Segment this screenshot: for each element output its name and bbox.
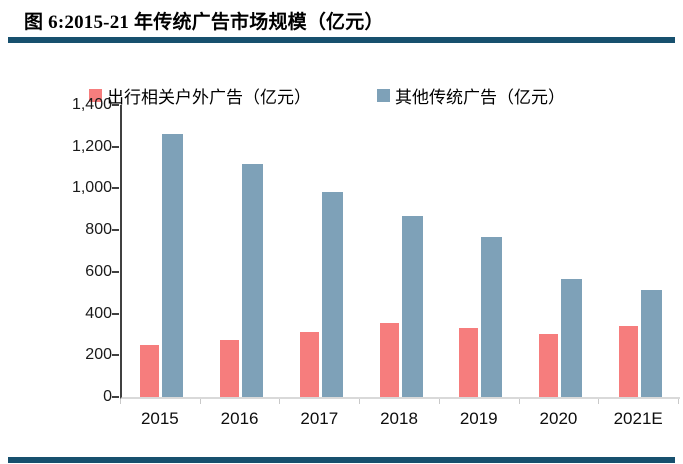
legend-item-travel-outdoor-ads: 出行相关户外广告（亿元） (89, 83, 311, 108)
bar-travel-outdoor-2019 (459, 328, 479, 397)
bar-other-traditional-2017 (321, 191, 343, 397)
x-axis-labels: 2015 2016 2017 2018 2019 2020 2021E (120, 409, 678, 429)
bar-other-traditional-2019 (481, 237, 503, 397)
bar-travel-outdoor-2015 (140, 344, 160, 397)
y-tick-label: 400 (85, 304, 112, 322)
legend-label: 其他传统广告（亿元） (395, 88, 565, 107)
y-tick-mark (112, 396, 119, 398)
y-tick-label: 1,000 (71, 179, 112, 197)
y-tick-label: 800 (85, 221, 112, 239)
bar-other-traditional-2020 (560, 279, 582, 397)
y-tick-mark (112, 187, 119, 190)
x-tick-label-2015: 2015 (140, 409, 179, 428)
bar-other-traditional-2016 (242, 164, 264, 397)
bar-group-2019 (441, 105, 521, 397)
x-tick-label-2016: 2016 (220, 409, 259, 428)
y-tick-mark (112, 145, 119, 148)
x-tick-mark (199, 399, 201, 404)
figure-bottom-rule (8, 457, 675, 463)
bar-travel-outdoor-2021e (618, 326, 638, 397)
y-tick-label: 1,400 (71, 96, 112, 113)
y-tick-label: 0 (103, 388, 112, 405)
x-tick-mark (438, 399, 440, 404)
y-tick-mark (112, 354, 119, 357)
y-tick-label: 200 (85, 346, 112, 364)
y-tick-mark (112, 229, 119, 232)
x-tick-mark (359, 399, 361, 404)
y-tick-label: 600 (85, 262, 112, 280)
legend-item-other-traditional-ads: 其他传统广告（亿元） (377, 83, 565, 108)
y-tick-mark (112, 270, 119, 273)
bar-group-2018 (361, 105, 441, 397)
x-tick-label-2021e: 2021E (613, 409, 663, 428)
x-tick-mark (598, 399, 600, 404)
title-divider-rule (8, 37, 675, 43)
y-tick-mark (112, 312, 119, 315)
bar-other-traditional-2021e (640, 289, 662, 397)
x-tick-label-2017: 2017 (300, 409, 339, 428)
bar-group-2016 (202, 105, 282, 397)
y-tick-label: 1,200 (71, 137, 112, 155)
legend-label: 出行相关户外广告（亿元） (107, 88, 311, 107)
legend-swatch-red-icon (89, 89, 102, 102)
figure-title: 图 6:2015-21 年传统广告市场规模（亿元） (24, 12, 384, 33)
bar-travel-outdoor-2020 (538, 334, 558, 397)
x-tick-label-2020: 2020 (539, 409, 578, 428)
x-tick-mark (678, 399, 679, 404)
plot-area (120, 105, 680, 399)
x-tick-mark (279, 399, 281, 404)
bar-group-2017 (281, 105, 361, 397)
bar-other-traditional-2018 (401, 215, 423, 397)
bar-group-2020 (521, 105, 601, 397)
x-tick-mark (518, 399, 520, 404)
bar-other-traditional-2015 (162, 134, 184, 397)
x-tick-mark (120, 399, 121, 404)
bar-travel-outdoor-2016 (220, 339, 240, 397)
bar-group-2015 (122, 105, 202, 397)
x-tick-label-2019: 2019 (459, 409, 498, 428)
y-tick-mark (112, 104, 119, 106)
x-tick-label-2018: 2018 (380, 409, 418, 428)
bar-travel-outdoor-2017 (299, 332, 319, 397)
legend-swatch-blue-icon (377, 89, 390, 102)
bar-group-2021e (600, 105, 680, 397)
bar-travel-outdoor-2018 (379, 322, 399, 397)
